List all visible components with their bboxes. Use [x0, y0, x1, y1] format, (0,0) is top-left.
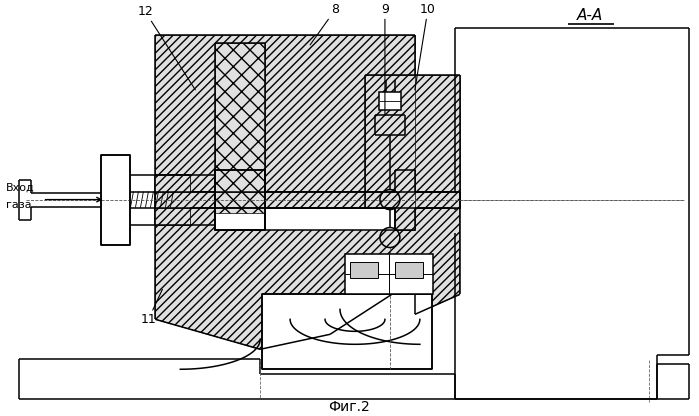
Polygon shape	[155, 35, 460, 230]
Text: 8: 8	[310, 3, 339, 45]
Polygon shape	[262, 295, 432, 369]
Text: 9: 9	[381, 3, 389, 115]
Text: 11: 11	[140, 290, 162, 326]
Text: 12: 12	[138, 5, 195, 90]
Polygon shape	[155, 170, 460, 349]
Polygon shape	[365, 75, 415, 230]
Text: газа: газа	[6, 200, 31, 210]
Polygon shape	[215, 43, 265, 208]
Polygon shape	[215, 170, 265, 230]
Polygon shape	[215, 208, 395, 230]
Text: Фиг.2: Фиг.2	[328, 400, 370, 414]
Bar	[345, 255, 433, 295]
Text: Вход: Вход	[6, 183, 34, 193]
Polygon shape	[101, 155, 131, 245]
Text: 10: 10	[415, 3, 435, 90]
Polygon shape	[155, 175, 190, 192]
Polygon shape	[215, 192, 265, 213]
Bar	[350, 262, 378, 278]
Polygon shape	[395, 170, 460, 230]
Bar	[379, 92, 401, 110]
Polygon shape	[155, 208, 190, 225]
Text: А-А: А-А	[577, 8, 603, 23]
Bar	[395, 262, 423, 278]
